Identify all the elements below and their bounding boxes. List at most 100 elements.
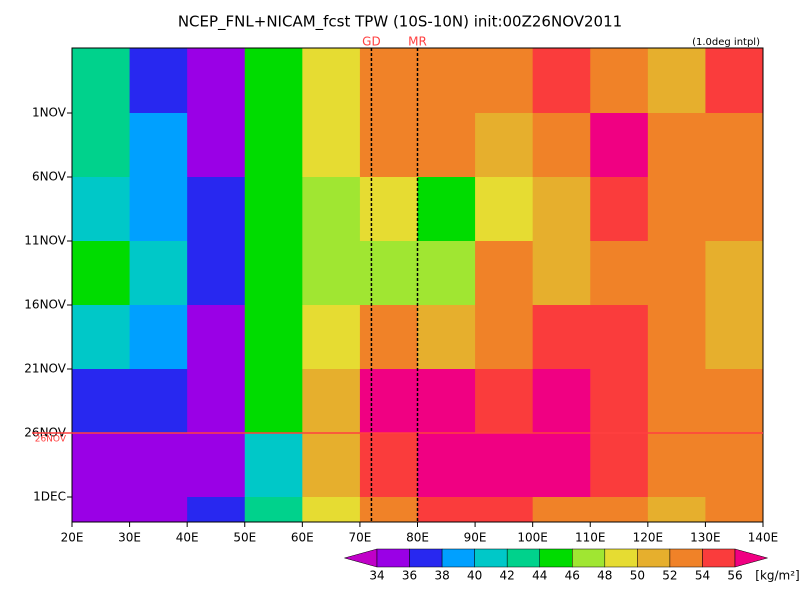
field-cell: [705, 497, 764, 523]
field-cell: [72, 241, 131, 306]
field-cell: [705, 305, 764, 370]
field-cell: [475, 305, 534, 370]
field-cell: [532, 305, 591, 370]
annotation: (1.0deg intpl): [692, 37, 760, 48]
colorbar-box: [669, 548, 703, 568]
y-tick-label: 1DEC: [33, 490, 66, 504]
field-cell: [72, 177, 131, 242]
colorbar-low: [343, 548, 378, 568]
field-cell: [244, 48, 303, 114]
colorbar-label: 44: [532, 569, 547, 583]
field-cell: [244, 177, 303, 242]
field-cell: [532, 48, 591, 114]
colorbar-label: 56: [727, 569, 742, 583]
colorbar-box: [506, 548, 540, 568]
field-cell: [129, 48, 188, 114]
field-cell: [647, 369, 706, 434]
field-cell: [417, 241, 476, 306]
field-cell: [72, 433, 131, 498]
field-cell: [187, 305, 246, 370]
x-tick-label: 140E: [748, 531, 779, 545]
field-cell: [647, 177, 706, 242]
field-cell: [417, 177, 476, 242]
field-cell: [72, 113, 131, 178]
marker-label: MR: [408, 35, 427, 49]
field-cell: [187, 369, 246, 434]
x-tick-label: 120E: [633, 531, 664, 545]
field-cell: [705, 177, 764, 242]
field-cell: [359, 369, 418, 434]
field-cell: [417, 369, 476, 434]
field-cell: [302, 497, 361, 523]
field-cell: [244, 369, 303, 434]
field-cell: [590, 497, 649, 523]
colorbar-box: [441, 548, 475, 568]
field-cell: [647, 305, 706, 370]
field-cell: [244, 113, 303, 178]
field-cell: [532, 113, 591, 178]
field-cell: [359, 497, 418, 523]
field-cell: [72, 369, 131, 434]
field-cell: [72, 48, 131, 114]
field-cell: [417, 113, 476, 178]
field-cell: [417, 497, 476, 523]
field-cell: [475, 48, 534, 114]
field-cell: [647, 433, 706, 498]
field-cell: [187, 177, 246, 242]
field-cell: [532, 241, 591, 306]
field-cell: [302, 241, 361, 306]
field-cell: [187, 113, 246, 178]
field-cell: [590, 241, 649, 306]
field-cell: [590, 177, 649, 242]
field-cell: [590, 369, 649, 434]
colorbar-label: 36: [402, 569, 417, 583]
highlight-label: 26NOV: [35, 435, 67, 445]
field-cell: [647, 241, 706, 306]
marker-label: GD: [362, 35, 381, 49]
field-cell: [417, 48, 476, 114]
colorbar-box: [604, 548, 638, 568]
field-cell: [647, 497, 706, 523]
field-cell: [705, 433, 764, 498]
colorbar-label: 52: [662, 569, 677, 583]
field-cell: [359, 177, 418, 242]
field-cell: [302, 369, 361, 434]
x-tick-label: 130E: [690, 531, 721, 545]
x-tick-label: 90E: [464, 531, 487, 545]
colorbar-box: [702, 548, 736, 568]
field-cell: [302, 113, 361, 178]
field-cell: [244, 305, 303, 370]
field-cell: [359, 433, 418, 498]
y-tick-label: 1NOV: [32, 106, 67, 120]
x-tick-label: 60E: [291, 531, 314, 545]
field-cell: [647, 48, 706, 114]
field-cell: [129, 113, 188, 178]
field-cell: [417, 305, 476, 370]
field-cell: [417, 433, 476, 498]
field-cell: [532, 433, 591, 498]
y-tick-label: 21NOV: [24, 362, 66, 376]
colorbar-unit: [kg/m²]: [755, 569, 799, 583]
field-cell: [590, 113, 649, 178]
field-cell: [129, 177, 188, 242]
colorbar-label: 40: [467, 569, 482, 583]
field-cell: [359, 241, 418, 306]
x-tick-label: 50E: [233, 531, 256, 545]
colorbar-label: 50: [630, 569, 645, 583]
field-cell: [187, 241, 246, 306]
field-cell: [129, 369, 188, 434]
field-cell: [187, 48, 246, 114]
colorbar-label: 38: [434, 569, 449, 583]
field-cell: [590, 48, 649, 114]
x-tick-label: 110E: [575, 531, 606, 545]
field-cell: [187, 497, 246, 523]
field-cell: [475, 177, 534, 242]
x-tick-label: 30E: [118, 531, 141, 545]
field-cell: [647, 113, 706, 178]
field-cell: [244, 241, 303, 306]
field-cell: [532, 177, 591, 242]
field-cell: [129, 305, 188, 370]
field-cell: [590, 305, 649, 370]
colorbar-box: [539, 548, 573, 568]
